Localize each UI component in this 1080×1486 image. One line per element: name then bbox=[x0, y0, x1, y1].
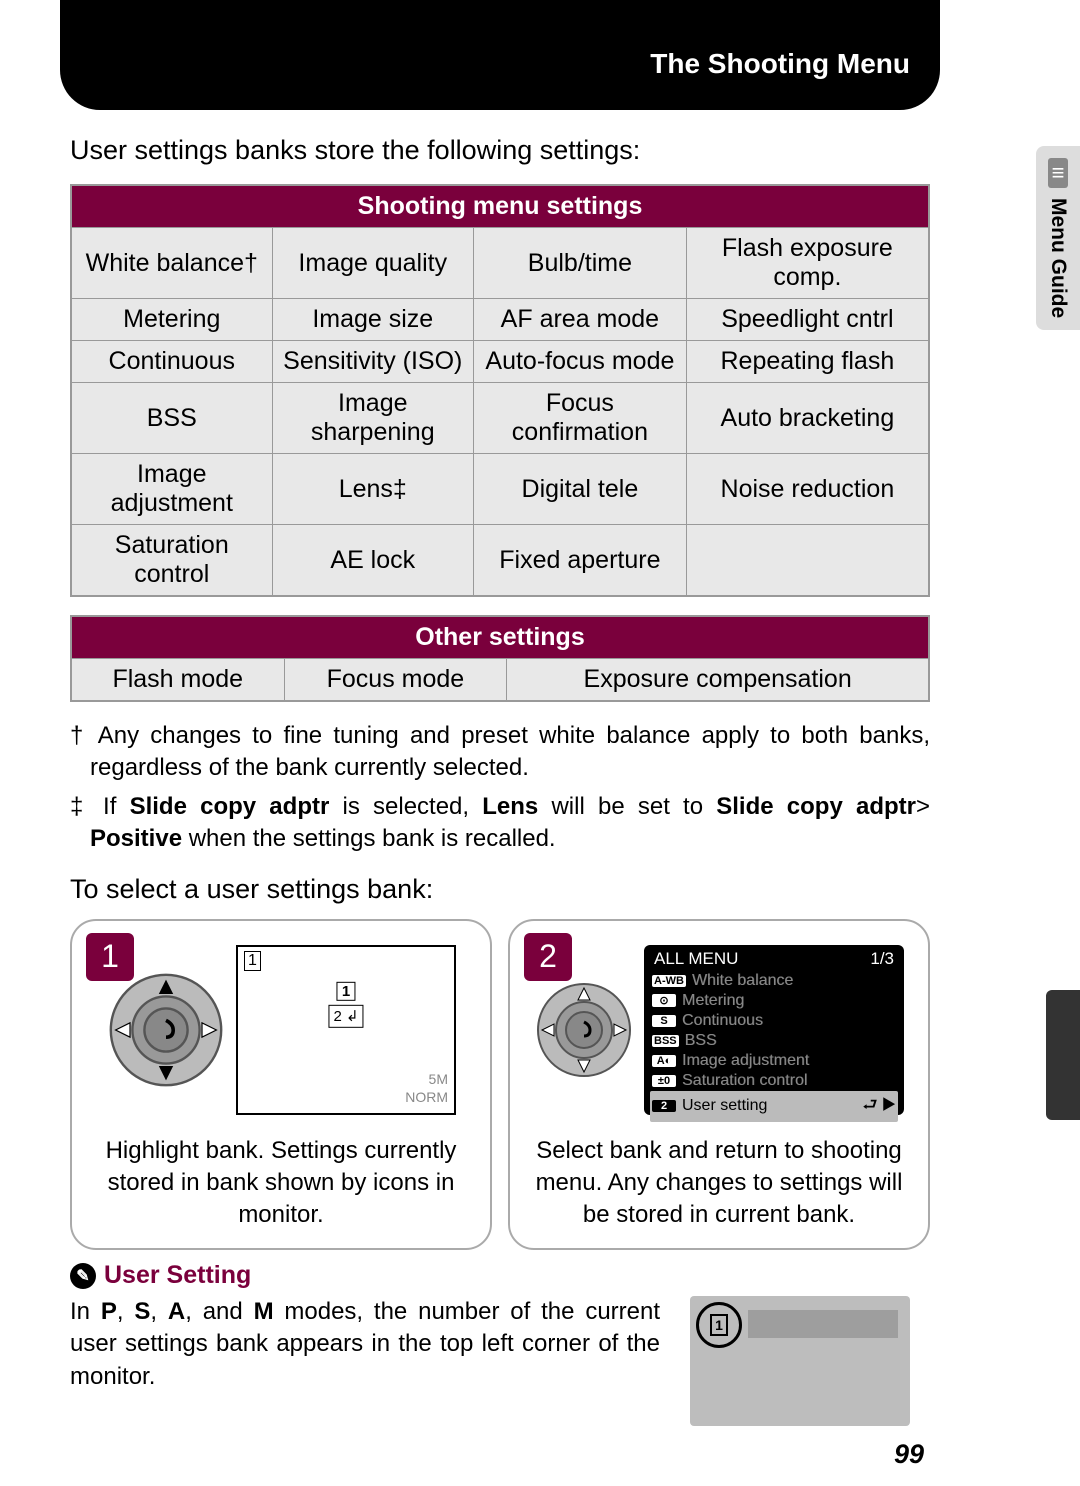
side-thumb-tab bbox=[1046, 990, 1080, 1120]
step-2-number: 2 bbox=[524, 933, 572, 981]
table-row: Saturation control AE lock Fixed apertur… bbox=[71, 525, 929, 597]
intro-text: User settings banks store the following … bbox=[70, 135, 930, 166]
menu-page: 1/3 bbox=[870, 949, 894, 969]
step-2-caption: Select bank and return to shooting menu.… bbox=[524, 1135, 914, 1232]
table-row: White balance† Image quality Bulb/time F… bbox=[71, 228, 929, 299]
side-tab-label: Menu Guide bbox=[1046, 198, 1070, 318]
step-1-number: 1 bbox=[86, 933, 134, 981]
page-number: 99 bbox=[894, 1439, 924, 1470]
side-tab-menu-guide: ≡ Menu Guide bbox=[1036, 146, 1080, 330]
note-icon: ✎ bbox=[70, 1263, 96, 1289]
step-1-lcd: 1 1 2 ↲ 5M NORM bbox=[236, 945, 456, 1115]
menu-title: ALL MENU bbox=[654, 949, 738, 969]
footnote-2: ‡ If Slide copy adptr is selected, Lens … bbox=[70, 791, 930, 856]
step-2-menu-screen: ALL MENU 1/3 A-WBWhite balance ⊙Metering… bbox=[644, 945, 904, 1115]
section-header: The Shooting Menu bbox=[60, 0, 940, 110]
table-row: Flash mode Focus mode Exposure compensat… bbox=[71, 659, 929, 702]
note-mini-lcd: 1 bbox=[690, 1296, 910, 1426]
table1-header: Shooting menu settings bbox=[71, 185, 929, 228]
step-1-card: 1 1 1 bbox=[70, 919, 492, 1250]
table-row: BSS Image sharpening Focus confirmation … bbox=[71, 383, 929, 454]
shooting-menu-settings-table: Shooting menu settings White balance† Im… bbox=[70, 184, 930, 597]
menu-guide-icon: ≡ bbox=[1048, 158, 1069, 188]
table-row: Continuous Sensitivity (ISO) Auto-focus … bbox=[71, 341, 929, 383]
user-setting-note: ✎ User Setting In P, S, A, and M modes, … bbox=[70, 1261, 930, 1426]
step-2-card: 2 ALL MENU 1/ bbox=[508, 919, 930, 1250]
table-row: Image adjustment Lens‡ Digital tele Nois… bbox=[71, 454, 929, 525]
note-body-text: In P, S, A, and M modes, the number of t… bbox=[70, 1296, 660, 1393]
table2-header: Other settings bbox=[71, 616, 929, 659]
section-title: The Shooting Menu bbox=[650, 48, 910, 80]
dpad-icon bbox=[534, 980, 634, 1080]
table-row: Metering Image size AF area mode Speedli… bbox=[71, 299, 929, 341]
subheading: To select a user settings bank: bbox=[70, 874, 930, 905]
footnotes: † Any changes to fine tuning and preset … bbox=[70, 720, 930, 856]
step-1-caption: Highlight bank. Settings currently store… bbox=[86, 1135, 476, 1232]
note-title: User Setting bbox=[104, 1261, 251, 1290]
other-settings-table: Other settings Flash mode Focus mode Exp… bbox=[70, 615, 930, 702]
footnote-1: † Any changes to fine tuning and preset … bbox=[70, 720, 930, 785]
dpad-icon bbox=[106, 970, 226, 1090]
lcd-bank-icon: 1 bbox=[244, 951, 261, 971]
